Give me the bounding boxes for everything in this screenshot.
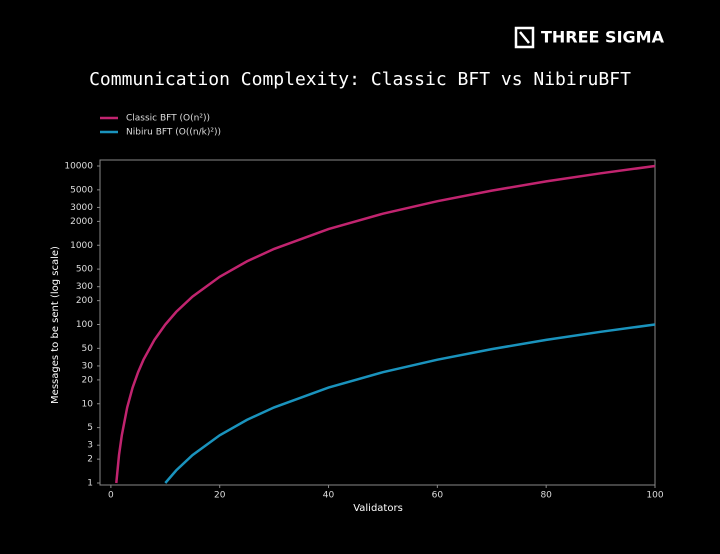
x-tick-label: 60	[432, 491, 444, 501]
y-tick-label: 1	[87, 479, 93, 489]
y-tick-label: 5000	[70, 185, 93, 195]
series-line	[164, 323, 656, 484]
y-tick-label: 2	[87, 455, 93, 465]
brand-logo	[514, 26, 535, 49]
y-tick-label: 3	[87, 441, 93, 451]
chart-title: Communication Complexity: Classic BFT vs…	[89, 69, 631, 90]
x-tick-label: 0	[108, 491, 114, 501]
x-axis-label: Validators	[353, 503, 403, 514]
brand-name: THREE SIGMA	[541, 28, 665, 47]
y-axis-label: Messages to be sent (log scale)	[50, 246, 61, 404]
y-tick-label: 10	[82, 399, 94, 409]
legend-label: Nibiru BFT (O((n/k)²))	[126, 128, 221, 138]
y-tick-label: 300	[76, 282, 93, 292]
plot-frame	[99, 159, 656, 486]
y-tick-label: 5	[87, 423, 93, 433]
y-tick-label: 30	[82, 361, 94, 371]
y-tick-label: 2000	[70, 217, 93, 227]
y-tick-label: 3000	[70, 203, 93, 213]
y-tick-label: 1000	[70, 241, 93, 251]
x-tick-label: 40	[323, 491, 335, 501]
y-tick-label: 100	[76, 320, 93, 330]
x-tick-label: 100	[646, 491, 663, 501]
x-tick-label: 80	[540, 491, 552, 501]
series-line	[115, 164, 656, 484]
y-tick-label: 50	[82, 344, 94, 354]
y-tick-label: 10000	[64, 162, 93, 172]
y-tick-label: 500	[76, 265, 93, 275]
y-tick-label: 200	[76, 296, 93, 306]
x-tick-label: 20	[214, 491, 226, 501]
y-tick-label: 20	[82, 375, 94, 385]
legend-label: Classic BFT (O(n²))	[126, 114, 210, 124]
